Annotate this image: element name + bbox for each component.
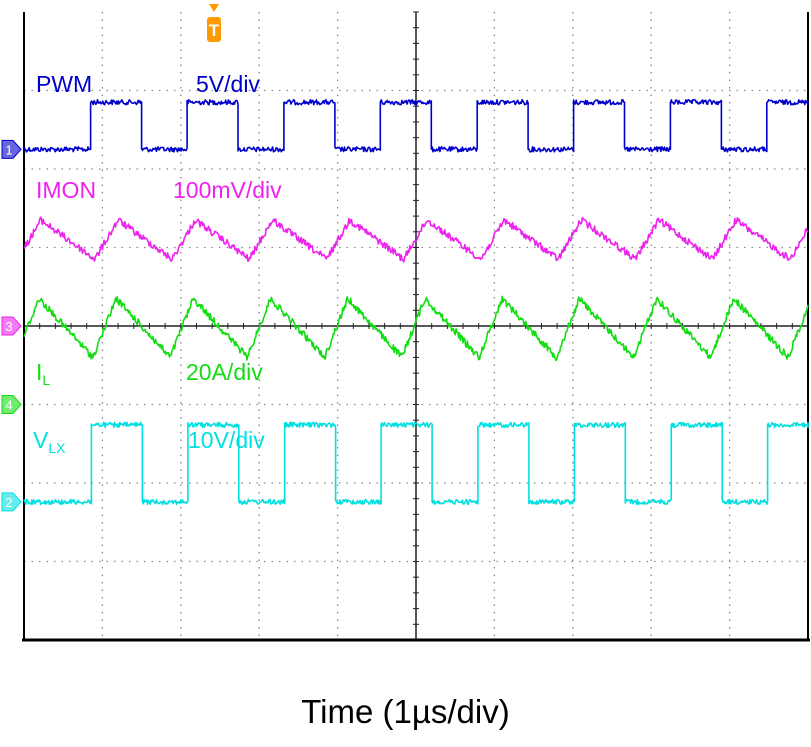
channel-labels: PWM 5V/div IMON 100mV/div IL 20A/div VLX 10V/di… <box>33 71 282 456</box>
x-axis-label: Time (1µs/div) <box>301 693 510 730</box>
trigger-badge <box>207 17 221 42</box>
channel-label-scale: 100mV/div <box>173 177 282 203</box>
channel-label-scale: 5V/div <box>196 71 260 97</box>
channel-2-marker: 2 <box>1 492 22 512</box>
channel-label-scale: 10V/div <box>188 427 265 453</box>
trace-i-l <box>23 295 809 362</box>
trace-imon <box>23 216 809 263</box>
graticule-grid <box>22 11 810 642</box>
channel-4-marker: 4 <box>1 395 22 414</box>
channel-marker-shape <box>1 395 22 414</box>
channel-number: 3 <box>5 319 12 334</box>
channel-marker-shape <box>1 492 22 512</box>
trace-pwm <box>23 99 809 153</box>
waveform-traces <box>23 99 809 506</box>
channel-marker-shape <box>1 139 22 159</box>
channel-number: 4 <box>5 398 12 413</box>
trace-v-lx <box>23 421 809 506</box>
channel-label-name: IL <box>36 359 50 388</box>
trigger-marker: T <box>207 4 221 42</box>
channel-label-name: VLX <box>33 427 66 456</box>
channel-label-name: IMON <box>36 177 96 203</box>
oscilloscope-screen: 1 3 4 2 PWM 5V/div IMON 100mV/div IL 20A/div VLX 1… <box>1 4 810 642</box>
channel-1-marker: 1 <box>1 139 22 159</box>
channel-markers: 1 3 4 2 <box>1 139 22 512</box>
trigger-label: T <box>209 21 220 40</box>
channel-label-scale: 20A/div <box>186 359 263 385</box>
trigger-arrow-icon <box>209 4 219 12</box>
channel-label-subscript: L <box>42 372 50 388</box>
channel-label-name: PWM <box>36 71 92 97</box>
channel-number: 2 <box>5 495 12 510</box>
channel-3-marker: 3 <box>1 316 22 336</box>
channel-number: 1 <box>5 142 12 157</box>
channel-label-subscript: LX <box>48 440 66 456</box>
channel-marker-shape <box>1 316 22 336</box>
